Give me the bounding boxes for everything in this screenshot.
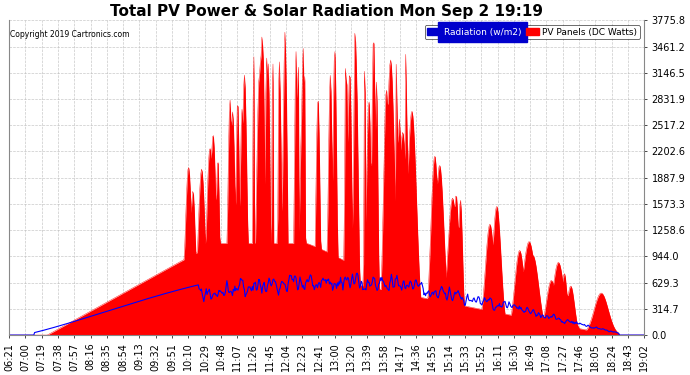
Text: Copyright 2019 Cartronics.com: Copyright 2019 Cartronics.com bbox=[10, 30, 130, 39]
Legend: Radiation (w/m2), PV Panels (DC Watts): Radiation (w/m2), PV Panels (DC Watts) bbox=[424, 25, 640, 39]
Title: Total PV Power & Solar Radiation Mon Sep 2 19:19: Total PV Power & Solar Radiation Mon Sep… bbox=[110, 4, 543, 19]
